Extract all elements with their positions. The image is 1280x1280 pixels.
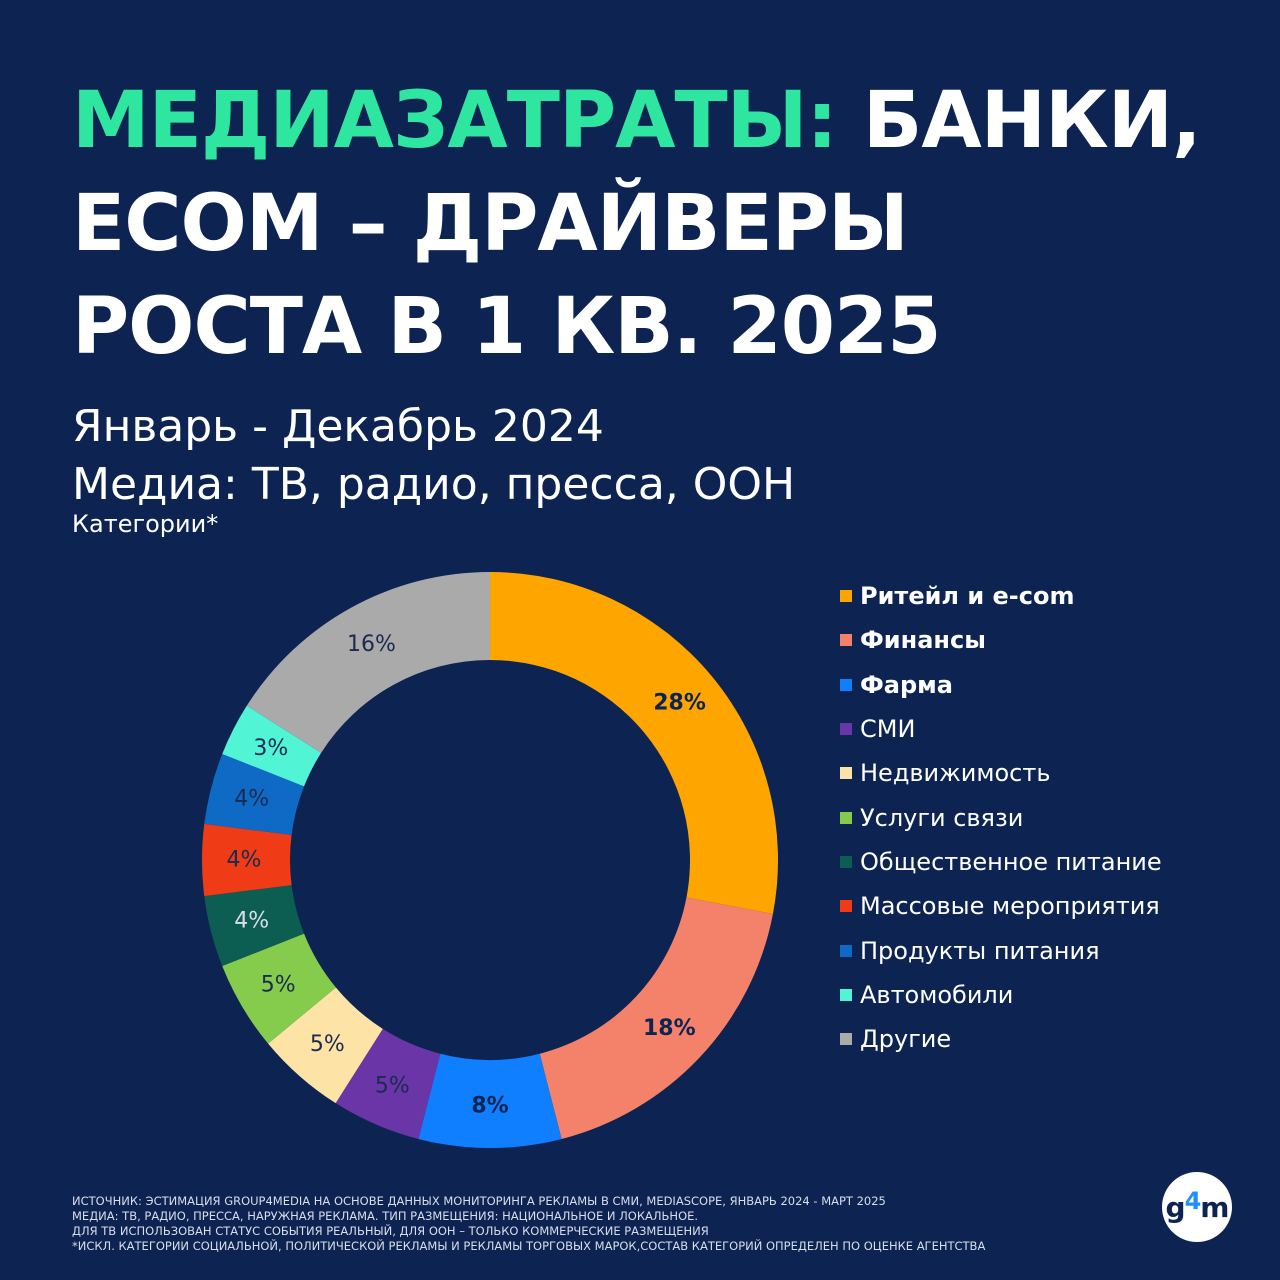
legend-label: Автомобили [860, 980, 1014, 1009]
legend-label: Недвижимость [860, 759, 1051, 788]
legend-label: Фарма [860, 670, 953, 699]
legend-label: Ритейл и e-com [860, 582, 1075, 611]
slice-value-label: 16% [347, 632, 396, 657]
slice-value-label: 5% [261, 973, 296, 998]
title-accent: МЕДИАЗАТРАТЫ: [72, 76, 838, 166]
legend-item: Массовые мероприятия [840, 884, 1162, 928]
slice-value-label: 4% [227, 848, 262, 873]
donut-slice [204, 885, 305, 967]
legend-label: Продукты питания [860, 936, 1100, 965]
title-line-2: ECOM – ДРАЙВЕРЫ [72, 179, 909, 269]
donut-slice [222, 933, 336, 1044]
slice-value-label: 4% [234, 909, 269, 934]
footnote-line-3: ДЛЯ ТВ ИСПОЛЬЗОВАН СТАТУС СОБЫТИЯ РЕАЛЬН… [72, 1224, 709, 1238]
legend-label: СМИ [860, 715, 916, 744]
legend-item: Финансы [840, 618, 1162, 662]
legend-swatch [840, 944, 852, 957]
title-line-1: МЕДИАЗАТРАТЫ: БАНКИ, [72, 70, 1222, 173]
legend-item: Фарма [840, 663, 1162, 707]
donut-slice [490, 572, 778, 914]
legend-swatch [840, 855, 852, 868]
donut-chart: 28% 18% 8% 5% 5% 5% 4% 4% 4% 3% 16% [201, 572, 778, 1148]
categories-label: Категории* [72, 510, 219, 538]
page-title: МЕДИАЗАТРАТЫ: БАНКИ, ECOM – ДРАЙВЕРЫ РОС… [72, 70, 1222, 379]
legend-swatch [840, 1033, 852, 1046]
legend-label: Общественное питание [860, 847, 1162, 876]
legend-swatch [840, 811, 852, 824]
legend-swatch [840, 988, 852, 1001]
footnote-line-2: МЕДИА: ТВ, РАДИО, ПРЕССА, НАРУЖНАЯ РЕКЛА… [72, 1209, 699, 1223]
donut-slice [335, 1028, 441, 1139]
donut-slice [268, 987, 383, 1104]
footnote-line-1: ИСТОЧНИК: ЭСТИМАЦИЯ GROUP4MEDIA НА ОСНОВ… [72, 1194, 886, 1208]
subtitle-period: Январь - Декабрь 2024 [72, 401, 604, 452]
donut-slices [201, 572, 778, 1148]
legend-item: Недвижимость [840, 751, 1162, 795]
slice-value-label: 5% [375, 1073, 410, 1098]
chart-legend: Ритейл и e-com Финансы Фарма СМИ Недвижимост… [840, 574, 1162, 1061]
slice-value-label: 3% [253, 736, 288, 761]
legend-label: Финансы [860, 626, 986, 655]
legend-label: Услуги связи [860, 803, 1024, 832]
legend-label: Массовые мероприятия [860, 892, 1160, 921]
legend-item: Услуги связи [840, 795, 1162, 839]
title-line-3: РОСТА В 1 КВ. 2025 [72, 282, 942, 372]
legend-item: СМИ [840, 707, 1162, 751]
logo-digit: 4 [1184, 1187, 1202, 1215]
slice-value-label: 18% [643, 1016, 696, 1041]
legend-swatch [840, 590, 852, 603]
legend-swatch [840, 634, 852, 647]
donut-slice [201, 823, 292, 897]
slice-value-label: 8% [471, 1094, 508, 1119]
slice-value-label: 28% [653, 691, 706, 716]
slice-value-label: 4% [234, 786, 269, 811]
donut-slice [222, 705, 322, 787]
footnote-line-4: *ИСКЛ. КАТЕГОРИИ СОЦИАЛЬНОЙ, ПОЛИТИЧЕСКО… [72, 1239, 986, 1253]
legend-item: Общественное питание [840, 840, 1162, 884]
donut-labels: 28% 18% 8% 5% 5% 5% 4% 4% 4% 3% 16% [227, 632, 706, 1119]
legend-swatch [840, 678, 852, 691]
legend-item: Другие [840, 1017, 1162, 1061]
footnote: ИСТОЧНИК: ЭСТИМАЦИЯ GROUP4MEDIA НА ОСНОВ… [72, 1194, 985, 1254]
legend-swatch [840, 900, 852, 913]
legend-swatch [840, 723, 852, 736]
donut-slice [246, 572, 490, 753]
logo-prefix: g [1165, 1190, 1186, 1224]
legend-item: Продукты питания [840, 928, 1162, 972]
legend-label: Другие [860, 1025, 952, 1054]
donut-slice [204, 753, 305, 835]
slice-value-label: 5% [310, 1032, 345, 1057]
logo-suffix: m [1200, 1190, 1229, 1224]
subtitle-media: Медиа: ТВ, радио, пресса, ООН [72, 459, 796, 510]
donut-slice [418, 1053, 562, 1148]
legend-swatch [840, 767, 852, 780]
legend-item: Автомобили [840, 973, 1162, 1017]
donut-slice [539, 897, 773, 1139]
legend-item: Ритейл и e-com [840, 574, 1162, 618]
title-line-1-rest: БАНКИ, [862, 76, 1202, 166]
